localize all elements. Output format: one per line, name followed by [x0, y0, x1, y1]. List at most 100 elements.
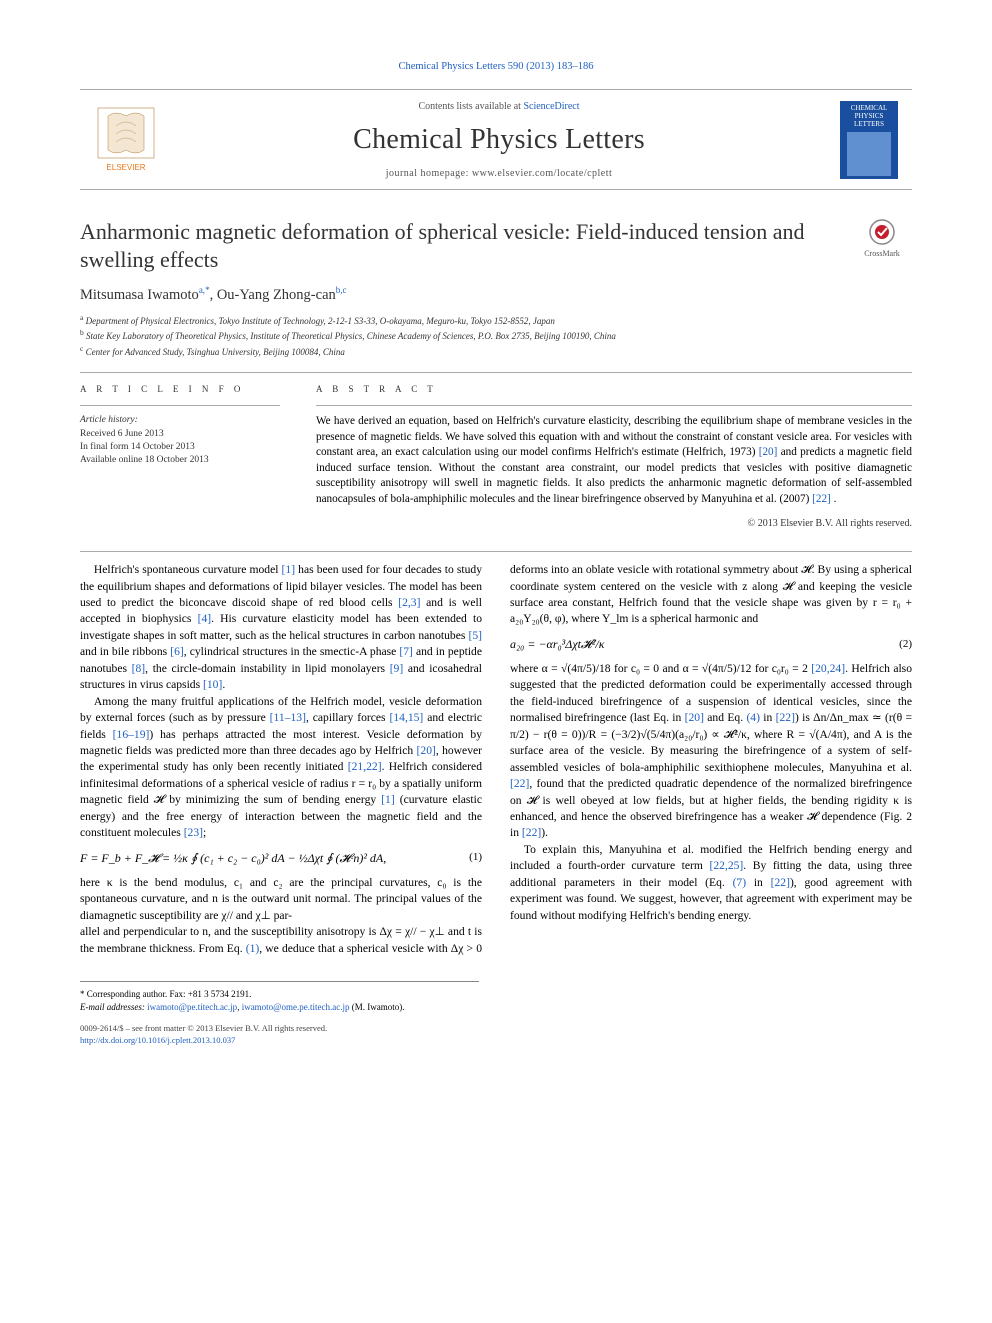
- issn-line: 0009-2614/$ – see front matter © 2013 El…: [80, 1023, 912, 1035]
- body-frag: , capillary forces: [306, 711, 390, 724]
- homepage-prefix: journal homepage:: [386, 168, 472, 179]
- cite-21-22[interactable]: [21,22]: [348, 760, 382, 773]
- cover-label-3: LETTERS: [854, 121, 884, 129]
- author-sep: ,: [210, 287, 217, 303]
- divider: [80, 372, 912, 373]
- homepage-url[interactable]: www.elsevier.com/locate/cplett: [472, 168, 612, 179]
- cite-10[interactable]: [10]: [203, 678, 222, 691]
- cite-22d[interactable]: [22]: [522, 826, 541, 839]
- crossmark-icon: [868, 218, 896, 246]
- cite-6[interactable]: [6]: [170, 645, 184, 658]
- divider: [80, 405, 280, 406]
- equation-2-number: (2): [899, 637, 912, 653]
- corresponding-author-note: * Corresponding author. Fax: +81 3 5734 …: [80, 988, 479, 1001]
- body-frag: , the circle-domain instability in lipid…: [145, 662, 390, 675]
- affil-sup: c: [80, 344, 83, 353]
- affil-sup: a: [80, 313, 83, 322]
- cite-22e[interactable]: [22]: [771, 876, 790, 889]
- journal-masthead: ELSEVIER Contents lists available at Sci…: [80, 89, 912, 190]
- masthead-center: Contents lists available at ScienceDirec…: [176, 100, 822, 181]
- body-frag: , found that the predicted quadratic dep…: [510, 777, 912, 839]
- equation-1-number: (1): [469, 850, 482, 866]
- author-1: Mitsumasa Iwamoto: [80, 287, 199, 303]
- cite-11-13[interactable]: [11–13]: [270, 711, 306, 724]
- journal-cover-thumb: CHEMICAL PHYSICS LETTERS: [840, 101, 898, 179]
- body-frag: Helfrich's spontaneous curvature model: [94, 563, 282, 576]
- cite-22-25[interactable]: [22,25]: [709, 859, 743, 872]
- cite-2-3[interactable]: [2,3]: [398, 596, 420, 609]
- cite-23[interactable]: [23]: [184, 826, 203, 839]
- body-frag: , cylindrical structures in the smectic-…: [184, 645, 400, 658]
- body-frag: in: [746, 876, 771, 889]
- article-online: Available online 18 October 2013: [80, 454, 280, 467]
- crossmark-badge[interactable]: CrossMark: [852, 218, 912, 259]
- body-frag: and in bile ribbons: [80, 645, 170, 658]
- crossmark-label: CrossMark: [864, 249, 900, 258]
- author-2-affil-sup: b,c: [336, 285, 347, 295]
- svg-text:ELSEVIER: ELSEVIER: [106, 163, 145, 172]
- affiliation-a: a Department of Physical Electronics, To…: [80, 313, 912, 327]
- divider: [80, 551, 912, 552]
- abstract-text: We have derived an equation, based on He…: [316, 414, 912, 507]
- cite-8[interactable]: [8]: [132, 662, 146, 675]
- cite-5[interactable]: [5]: [468, 629, 482, 642]
- affiliation-b: b State Key Laboratory of Theoretical Ph…: [80, 328, 912, 342]
- email-1[interactable]: iwamoto@pe.titech.ac.jp: [147, 1002, 237, 1012]
- cite-7[interactable]: [7]: [399, 645, 413, 658]
- abstract-ref-20[interactable]: [20]: [759, 446, 778, 458]
- body-frag: ;: [203, 826, 206, 839]
- author-2: Ou-Yang Zhong-can: [217, 287, 336, 303]
- email-tail: (M. Iwamoto).: [352, 1002, 405, 1012]
- eq-ref-4[interactable]: (4): [746, 711, 760, 724]
- body-frag: .: [222, 678, 225, 691]
- abstract-frag: .: [831, 493, 837, 505]
- eq-ref-7[interactable]: (7): [733, 876, 747, 889]
- affiliation-c: c Center for Advanced Study, Tsinghua Un…: [80, 344, 912, 358]
- body-frag: ).: [541, 826, 548, 839]
- cover-image-placeholder: [847, 132, 891, 176]
- eq-ref-1[interactable]: (1): [246, 942, 260, 955]
- affil-sup: b: [80, 328, 84, 337]
- journal-name: Chemical Physics Letters: [176, 120, 822, 159]
- elsevier-logo: ELSEVIER: [94, 104, 158, 176]
- equation-2: a₂₀ = −αr₀³Δχt𝓗²/κ (2): [510, 636, 912, 653]
- cite-14-15[interactable]: [14,15]: [389, 711, 423, 724]
- article-final-form: In final form 14 October 2013: [80, 441, 280, 454]
- cite-16-19[interactable]: [16–19]: [113, 728, 150, 741]
- cite-22c[interactable]: [22]: [510, 777, 529, 790]
- affiliations: a Department of Physical Electronics, To…: [80, 313, 912, 357]
- cite-20-24[interactable]: [20,24]: [811, 662, 845, 675]
- body-text: Helfrich's spontaneous curvature model […: [80, 562, 912, 957]
- body-p3: here κ is the bend modulus, c₁ and c₂ ar…: [80, 875, 482, 924]
- abstract-head: A B S T R A C T: [316, 383, 912, 396]
- affil-text: State Key Laboratory of Theoretical Phys…: [86, 331, 616, 341]
- article-info-column: A R T I C L E I N F O Article history: R…: [80, 383, 280, 531]
- running-head: Chemical Physics Letters 590 (2013) 183–…: [80, 60, 912, 75]
- article-info-head: A R T I C L E I N F O: [80, 383, 280, 396]
- affil-text: Center for Advanced Study, Tsinghua Univ…: [86, 347, 345, 357]
- email-label: E-mail addresses:: [80, 1002, 145, 1012]
- contents-lists-line: Contents lists available at ScienceDirec…: [176, 100, 822, 114]
- doi-link[interactable]: http://dx.doi.org/10.1016/j.cplett.2013.…: [80, 1035, 235, 1045]
- cite-20[interactable]: [20]: [417, 744, 436, 757]
- equation-2-body: a₂₀ = −αr₀³Δχt𝓗²/κ: [510, 636, 604, 653]
- cite-20b[interactable]: [20]: [685, 711, 704, 724]
- cite-1b[interactable]: [1]: [381, 793, 395, 806]
- divider: [316, 405, 912, 406]
- body-frag: and Eq.: [704, 711, 746, 724]
- cite-1[interactable]: [1]: [282, 563, 296, 576]
- body-frag: where α = √(4π/5)/18 for c₀ = 0 and α = …: [510, 662, 811, 675]
- abstract-column: A B S T R A C T We have derived an equat…: [316, 383, 912, 531]
- article-received: Received 6 June 2013: [80, 428, 280, 441]
- cite-22b[interactable]: [22]: [776, 711, 795, 724]
- cite-9[interactable]: [9]: [390, 662, 404, 675]
- abstract-ref-22[interactable]: [22]: [812, 493, 831, 505]
- email-2[interactable]: iwamoto@ome.pe.titech.ac.jp: [242, 1002, 350, 1012]
- equation-1-body: F = F_b + F_𝓗 = ½κ ∮ (c₁ + c₂ − c₀)² dA …: [80, 850, 386, 867]
- cite-4[interactable]: [4]: [198, 612, 212, 625]
- article-title: Anharmonic magnetic deformation of spher…: [80, 218, 840, 274]
- footer-bar: 0009-2614/$ – see front matter © 2013 El…: [80, 1023, 912, 1047]
- sciencedirect-link[interactable]: ScienceDirect: [523, 101, 579, 112]
- body-frag: in: [760, 711, 776, 724]
- abstract-copyright: © 2013 Elsevier B.V. All rights reserved…: [316, 517, 912, 531]
